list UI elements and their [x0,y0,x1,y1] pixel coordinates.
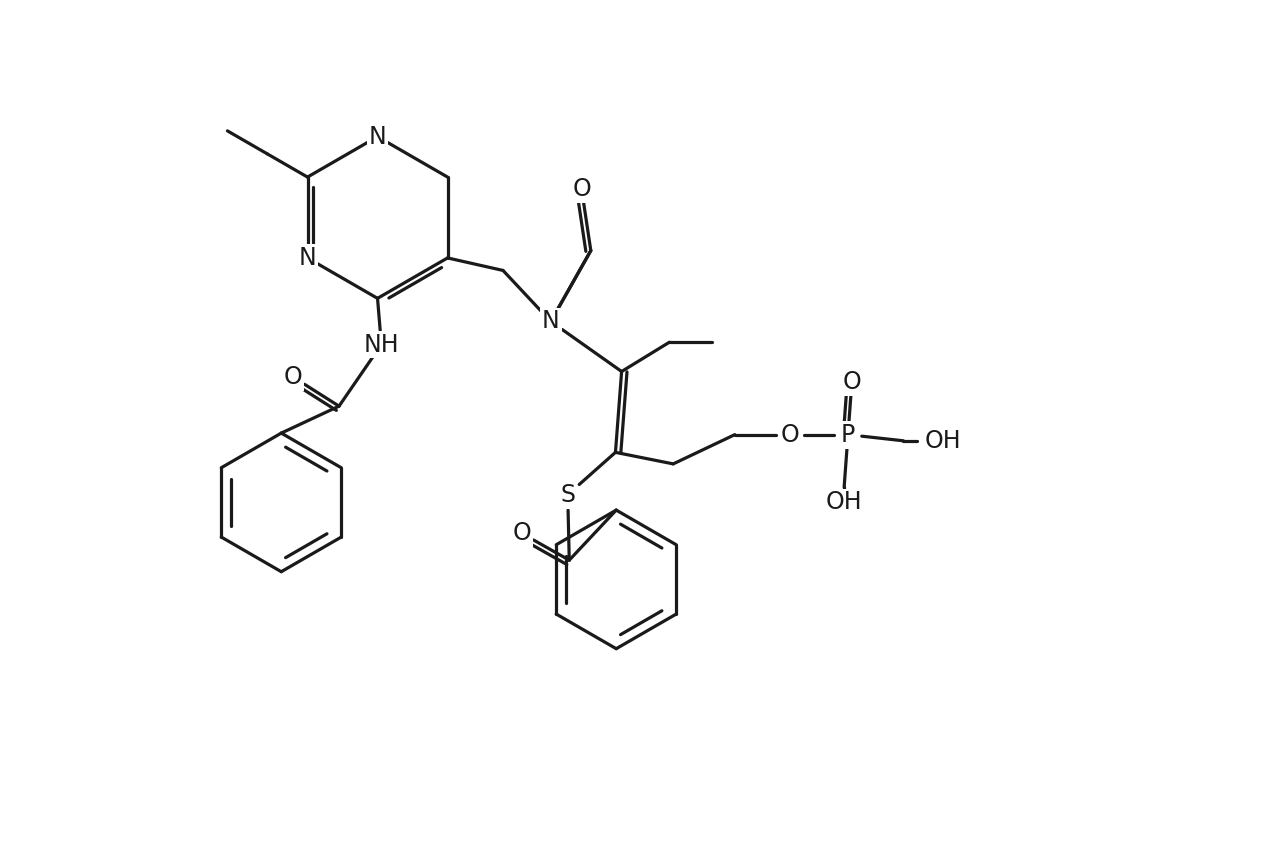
Text: N: N [542,309,560,333]
Text: S: S [560,483,575,507]
Text: N: N [298,246,316,270]
Text: OH: OH [826,490,862,514]
Text: O: O [512,521,531,545]
Text: O: O [573,177,591,201]
Text: O: O [781,422,800,446]
Text: NH: NH [363,332,399,356]
Text: N: N [368,125,386,149]
Text: O: O [283,365,302,389]
Text: OH: OH [925,428,961,453]
Text: O: O [842,371,861,394]
Text: P: P [841,422,855,446]
